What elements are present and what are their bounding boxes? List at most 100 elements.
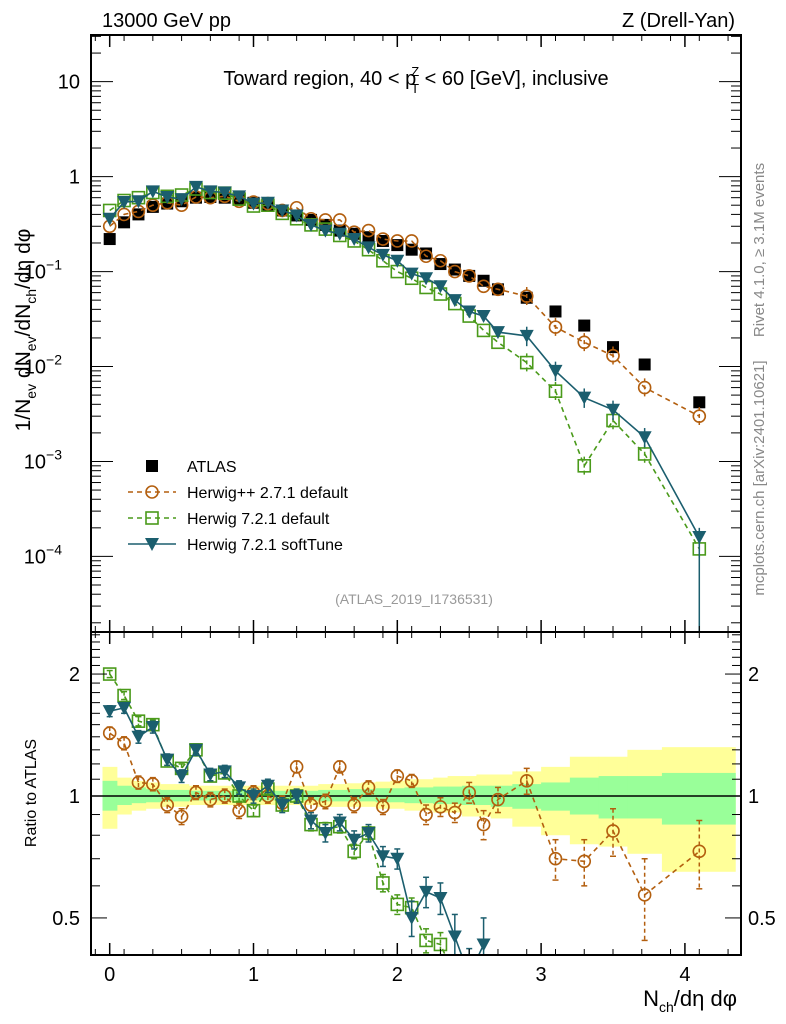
data-point-herwigpp	[637, 380, 652, 395]
ratio-point-softtune	[476, 938, 491, 952]
ratio-y-axis-label: Ratio to ATLAS	[23, 739, 40, 847]
ratio-point-softtune	[246, 789, 261, 803]
data-point-softtune	[304, 218, 319, 232]
ratio-y-tick-label-right: 2	[748, 664, 759, 686]
data-point-herwig721	[577, 459, 592, 473]
data-point-softtune	[637, 431, 652, 445]
data-point-softtune	[332, 227, 347, 241]
uncertainty-band-inner	[661, 772, 736, 825]
main-panel: 10 1 10−1 10−2 10−3 10−4 Toward region, 40 < …	[12, 34, 742, 633]
data-point-softtune	[174, 193, 189, 207]
ratio-y-tick-label-left: 2	[69, 664, 80, 686]
data-point-atlas	[578, 319, 591, 332]
legend-marker	[145, 538, 159, 551]
ratio-point-herwigpp	[637, 888, 652, 902]
ratio-point-herwigpp	[146, 777, 160, 791]
data-point-atlas	[638, 358, 651, 371]
data-point-atlas	[434, 258, 447, 271]
ratio-point-softtune	[332, 816, 347, 830]
ratio-point-herwigpp	[217, 789, 232, 803]
ratio-point-herwigpp	[304, 798, 318, 812]
ratio-point-herwigpp	[577, 854, 592, 869]
data-point-herwigpp	[577, 335, 592, 350]
data-point-softtune	[203, 185, 218, 199]
ratio-point-softtune	[188, 743, 203, 757]
ratio-point-herwigpp	[606, 824, 620, 838]
ratio-point-herwigpp	[692, 844, 707, 859]
ratio-y-tick-label-left: 1	[69, 786, 80, 808]
data-point-softtune	[145, 185, 160, 199]
data-point-softtune	[246, 197, 261, 211]
legend-label: Herwig++ 2.7.1 default	[187, 485, 349, 502]
ratio-point-softtune	[447, 930, 462, 944]
data-point-softtune	[390, 254, 405, 268]
y-tick-label: 10−2	[24, 352, 62, 379]
legend-label: Herwig 7.2.1 default	[187, 511, 330, 528]
series-line-herwigpp	[109, 195, 700, 417]
x-tick-label: 2	[392, 964, 403, 986]
ratio-point-softtune	[462, 970, 476, 983]
ratio-point-herwig721	[376, 876, 390, 890]
data-point-herwig721	[637, 447, 652, 461]
ratio-point-herwigpp	[433, 800, 448, 814]
legend-label: Herwig 7.2.1 softTune	[187, 537, 343, 554]
plot-title: Toward region, 40 < pZ T < 60 [GeV], incl…	[223, 64, 608, 96]
ratio-panel: 0 1 2 3 4 2 2 1 1 0.5 0.5 Ratio to ATLAS Nch/dη dφ	[23, 631, 776, 1015]
ratio-point-herwigpp	[361, 780, 376, 795]
data-point-softtune	[375, 248, 390, 262]
ratio-point-herwigpp	[390, 769, 405, 783]
data-point-softtune	[160, 190, 175, 204]
ratio-point-herwigpp	[232, 803, 246, 818]
data-point-atlas	[693, 396, 706, 409]
data-point-herwigpp	[376, 232, 390, 246]
legend-marker	[146, 460, 158, 472]
legend-entry-softtune: Herwig 7.2.1 softTune	[128, 537, 343, 554]
ratio-point-herwigpp	[419, 807, 433, 822]
ratio-point-herwigpp	[332, 760, 347, 774]
y-tick-label: 10	[58, 72, 80, 94]
legend-marker	[145, 485, 159, 499]
y-tick-label: 10−4	[24, 541, 62, 568]
ratio-point-herwigpp	[102, 726, 117, 740]
ratio-frame	[90, 631, 742, 956]
legend-entry-herwigpp: Herwig++ 2.7.1 default	[128, 485, 349, 502]
x-tick-label: 0	[104, 964, 115, 986]
series-herwigpp	[102, 189, 707, 427]
mcplots-source-label: mcplots.cern.ch [arXiv:2401.10621]	[751, 360, 768, 595]
data-point-softtune	[447, 294, 462, 308]
data-point-softtune	[548, 364, 563, 378]
data-point-herwig721	[476, 323, 491, 338]
x-axis-label: Nch/dη dφ	[643, 986, 737, 1015]
series-line-softtune	[109, 186, 701, 538]
ratio-point-softtune	[217, 765, 232, 779]
ratio-series-softtune	[102, 701, 491, 983]
ratio-y-tick-label-right: 1	[748, 786, 759, 808]
data-point-softtune	[347, 233, 362, 247]
ratio-point-herwigpp	[448, 805, 462, 820]
ratio-point-herwigpp	[548, 851, 563, 866]
ratio-point-herwigpp	[404, 774, 419, 788]
ratio-point-softtune	[433, 891, 448, 905]
ratio-point-softtune	[404, 911, 419, 925]
data-point-herwigpp	[404, 234, 419, 248]
ratio-point-herwig721	[246, 803, 261, 818]
analysis-id-watermark: (ATLAS_2019_I1736531)	[335, 591, 493, 607]
series-herwig721	[102, 182, 707, 560]
data-point-softtune	[289, 209, 304, 223]
ratio-point-softtune	[174, 770, 189, 784]
data-point-softtune	[131, 195, 146, 209]
legend-entry-atlas: ATLAS	[146, 459, 237, 476]
data-point-herwigpp	[548, 320, 563, 334]
ratio-point-herwigpp	[289, 760, 304, 774]
ratio-point-softtune	[361, 827, 376, 841]
data-point-softtune	[404, 267, 419, 281]
ratio-point-softtune	[145, 721, 160, 735]
data-point-softtune	[433, 280, 448, 294]
ratio-point-herwig721	[131, 714, 146, 728]
ratio-point-herwigpp	[189, 785, 203, 800]
data-point-herwig721	[519, 355, 534, 370]
ratio-line-herwig721	[109, 673, 447, 955]
ratio-point-softtune	[419, 885, 434, 899]
ratio-point-herwigpp	[376, 800, 390, 814]
